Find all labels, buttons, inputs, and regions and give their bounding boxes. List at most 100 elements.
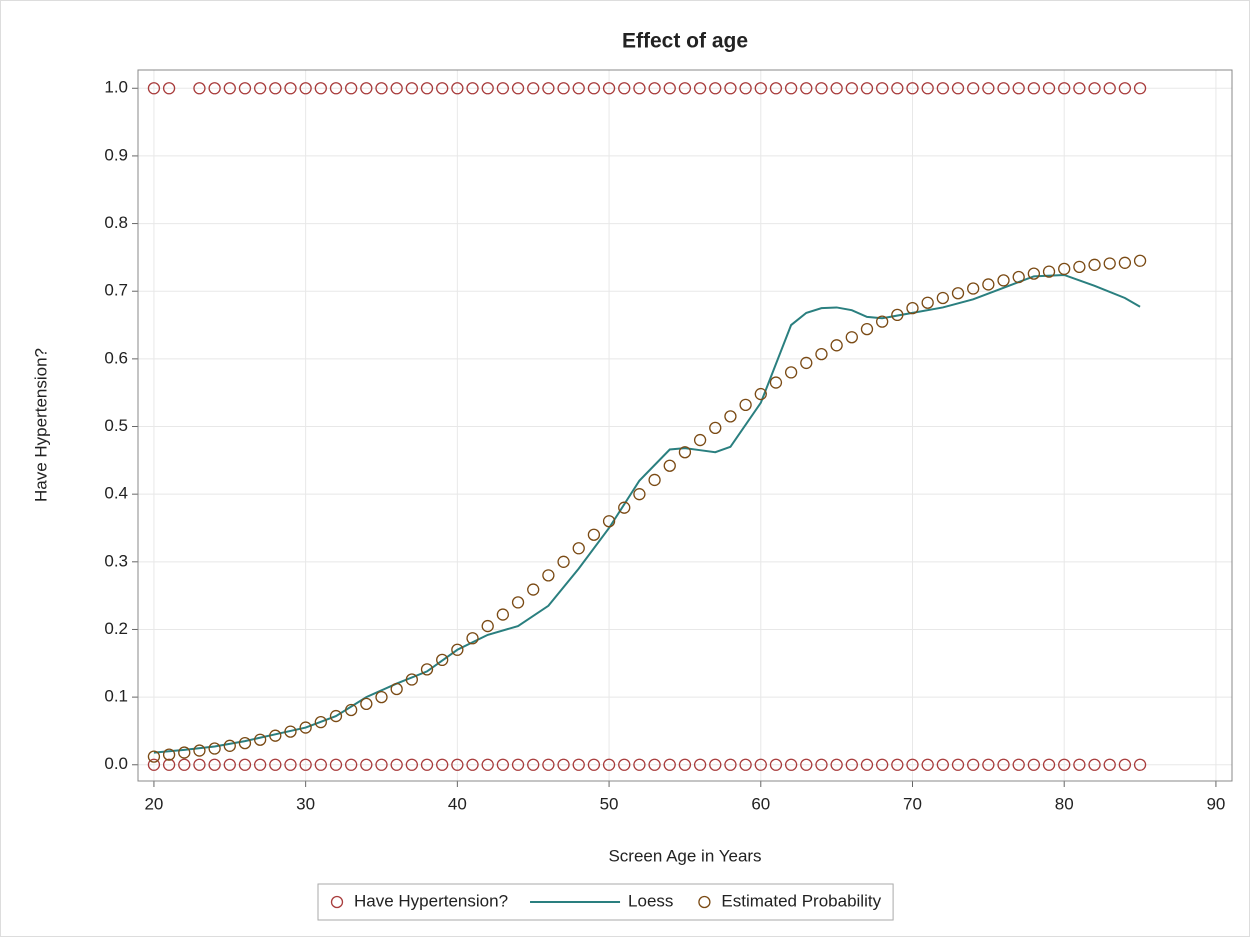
point (223, 82, 236, 95)
chart-title: Effect of age (622, 30, 748, 53)
y-tick-label: 0.7 (104, 281, 128, 300)
point (496, 608, 510, 621)
point (754, 387, 767, 401)
point (739, 82, 752, 95)
point (481, 82, 494, 95)
point (891, 308, 904, 322)
y-tick-label: 0.0 (104, 754, 128, 773)
point (800, 356, 813, 370)
point (648, 82, 661, 95)
point (299, 721, 312, 734)
point (906, 82, 919, 95)
point (436, 758, 449, 771)
point (345, 758, 358, 771)
point (360, 697, 373, 711)
point (951, 82, 965, 95)
point (724, 758, 737, 771)
y-tick-label: 0.8 (104, 213, 128, 232)
x-tick-label: 90 (1206, 794, 1225, 813)
point (193, 758, 206, 771)
x-tick-label: 50 (600, 794, 619, 813)
point (633, 758, 646, 771)
x-tick-label: 30 (296, 794, 315, 813)
point (860, 82, 874, 95)
point (784, 82, 798, 95)
point (906, 758, 919, 771)
legend-marker (698, 895, 711, 909)
point (572, 758, 585, 771)
point (587, 528, 601, 541)
point (481, 758, 494, 771)
point (1118, 256, 1132, 269)
plot-frame (137, 69, 1233, 782)
point (876, 82, 889, 95)
point (360, 82, 373, 95)
point (830, 339, 843, 352)
point (815, 347, 828, 361)
point (451, 643, 464, 656)
point (527, 583, 540, 596)
point (299, 758, 312, 771)
point (663, 758, 676, 771)
point (891, 758, 904, 771)
point (436, 653, 449, 667)
point (284, 725, 297, 738)
point (1012, 82, 1025, 95)
point (709, 82, 722, 95)
y-tick-label: 0.5 (104, 416, 128, 435)
point (557, 555, 570, 568)
point (193, 82, 206, 95)
point (754, 758, 767, 771)
point (284, 758, 297, 771)
point (724, 82, 737, 95)
point (345, 82, 358, 95)
point (936, 758, 949, 771)
point (375, 690, 388, 704)
point (830, 82, 843, 95)
point (997, 758, 1010, 771)
point (466, 82, 479, 95)
point (1118, 758, 1132, 771)
point (390, 758, 403, 771)
point (618, 82, 631, 95)
point (936, 291, 949, 305)
point (845, 331, 858, 344)
point (1012, 270, 1025, 284)
point (602, 515, 616, 528)
legend-label: Have Hypertension? (354, 891, 508, 910)
point (360, 758, 373, 771)
point (860, 758, 874, 771)
point (390, 682, 403, 696)
point (739, 758, 752, 771)
point (1012, 758, 1025, 771)
point (511, 596, 525, 609)
point (405, 82, 418, 95)
point (466, 758, 479, 771)
point (997, 82, 1010, 95)
point (481, 619, 494, 633)
point (511, 82, 525, 95)
point (1088, 82, 1101, 95)
point (739, 398, 752, 412)
point (784, 366, 798, 379)
point (405, 758, 418, 771)
point (618, 758, 631, 771)
point (147, 758, 161, 771)
x-axis-label: Screen Age in Years (608, 846, 761, 865)
point (511, 758, 525, 771)
y-tick-label: 0.2 (104, 619, 128, 638)
point (678, 758, 692, 771)
point (420, 663, 434, 676)
point (769, 82, 783, 95)
point (982, 82, 995, 95)
point (420, 758, 434, 771)
point (299, 82, 312, 95)
point (208, 758, 221, 771)
point (845, 82, 858, 95)
point (1133, 82, 1147, 95)
y-tick-label: 0.1 (104, 687, 128, 706)
point (542, 569, 555, 582)
point (269, 82, 282, 95)
point (982, 278, 995, 291)
